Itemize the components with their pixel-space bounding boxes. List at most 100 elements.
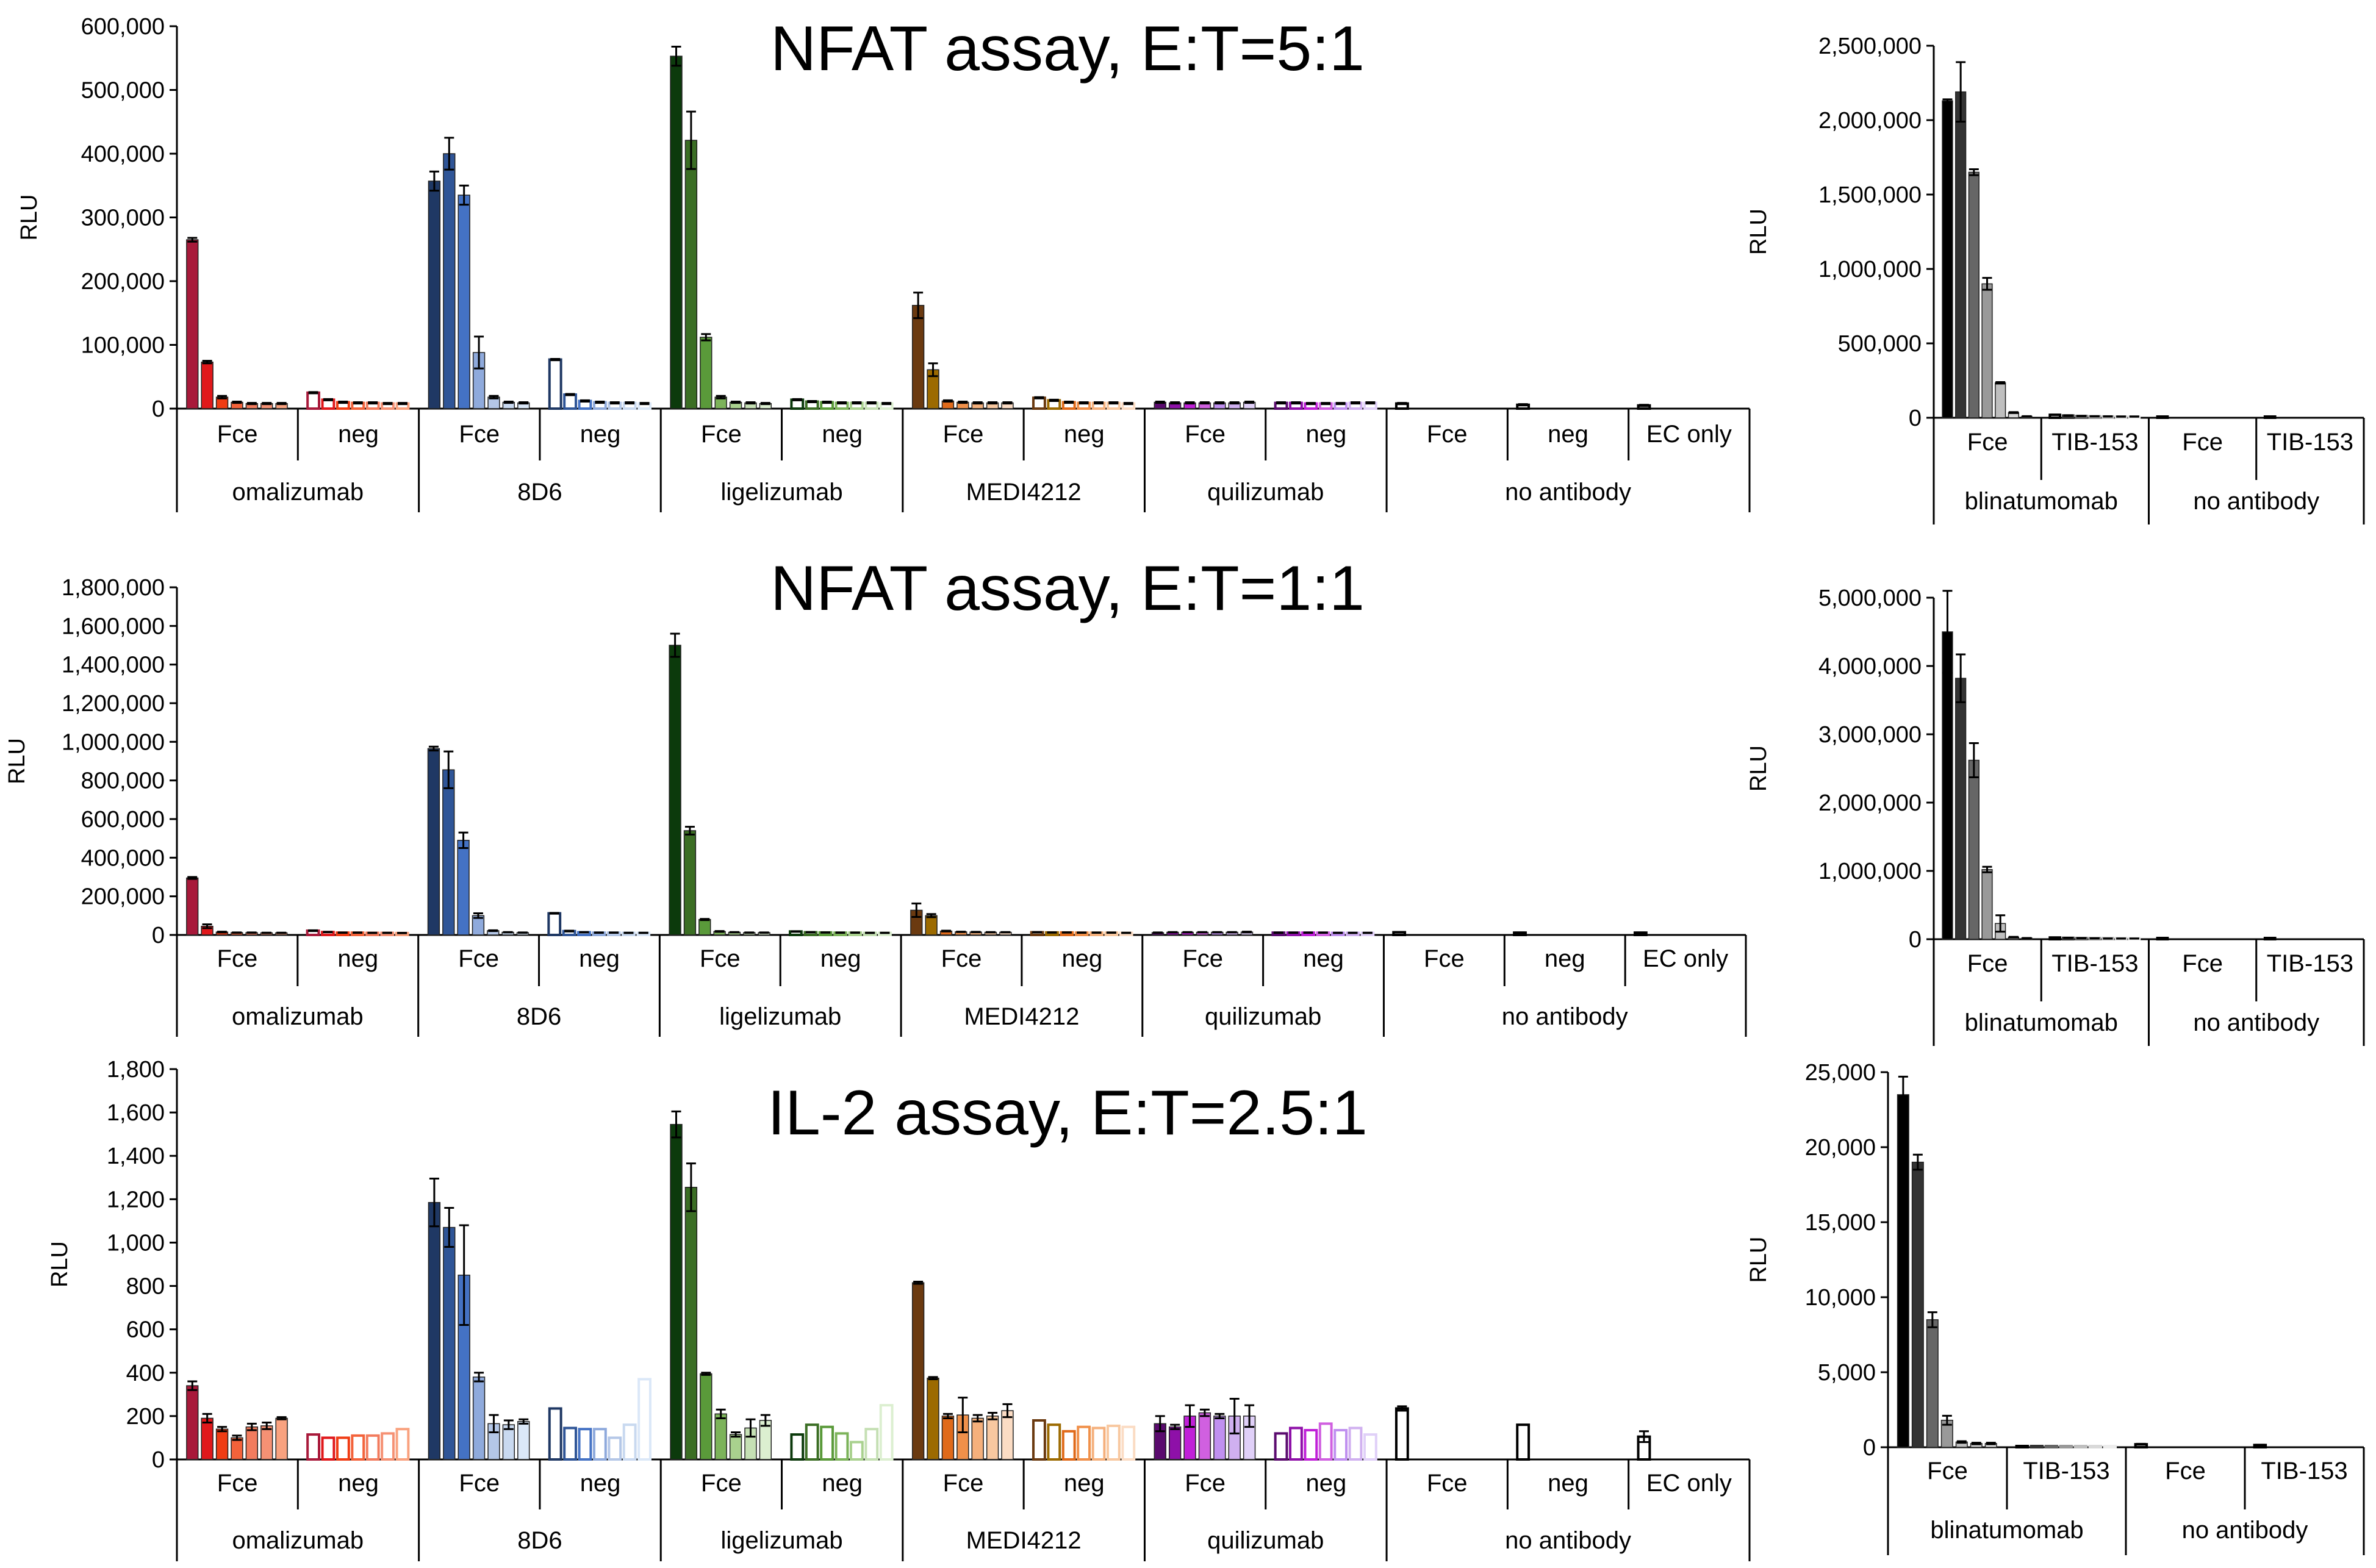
group-cell-label: Fce <box>1185 421 1226 448</box>
group-cell-label: Fce <box>458 945 499 972</box>
group-cell-label: Fce <box>943 1470 984 1497</box>
main-chart: 0 200 400 600 800 1,000 1,200 1,400 1,600 1,800 RL… <box>47 1057 1751 1561</box>
bar <box>563 1427 578 1461</box>
y-axis-label: RLU <box>1746 1236 1771 1283</box>
bar <box>1981 283 1993 418</box>
group-cell-label: TIB-153 <box>2267 429 2353 456</box>
group-cell-label: Fce <box>1927 1458 1968 1484</box>
bar <box>1304 1429 1318 1461</box>
y-tick-label: 100,000 <box>81 333 165 359</box>
y-tick-label: 500,000 <box>1838 331 1922 357</box>
y-tick-label: 1,600 <box>107 1100 165 1126</box>
row-nfat-1-1: NFAT assay, E:T=1:1 0 200,000 400,000 600,0… <box>4 553 2365 1046</box>
bar <box>2059 1445 2073 1448</box>
bar <box>1968 171 1979 418</box>
y-tick-label: 2,000,000 <box>1818 108 1922 134</box>
bar <box>428 1201 441 1460</box>
bar <box>1077 1425 1091 1461</box>
bar <box>925 915 938 936</box>
bar <box>1213 1416 1226 1460</box>
antibody-label: 8D6 <box>517 479 562 506</box>
bar <box>548 1407 562 1461</box>
bar <box>1106 1424 1121 1461</box>
group-cell-label: TIB-153 <box>2051 429 2138 456</box>
group-cell-label: neg <box>579 945 620 972</box>
bar <box>1955 678 1967 940</box>
group-cell-label: Fce <box>217 421 258 448</box>
bar <box>1061 1430 1076 1461</box>
bar <box>1289 1427 1303 1461</box>
group-cell-label: neg <box>1548 1470 1588 1497</box>
bar <box>879 1404 894 1461</box>
bar <box>1516 1423 1531 1461</box>
bar <box>1333 1429 1348 1461</box>
y-tick-label: 800,000 <box>81 768 165 794</box>
bar <box>1318 1422 1333 1461</box>
bar <box>670 1123 683 1460</box>
y-tick-label: 200,000 <box>81 269 165 295</box>
y-tick-label: 0 <box>1909 927 1922 953</box>
bar <box>683 830 697 936</box>
y-tick-label: 15,000 <box>1805 1210 1876 1236</box>
group-cell-label: neg <box>337 945 378 972</box>
y-tick-label: 1,800,000 <box>62 575 165 601</box>
group-cell-label: Fce <box>459 1470 500 1497</box>
y-tick-label: 10,000 <box>1805 1285 1876 1311</box>
y-tick-label: 5,000,000 <box>1818 585 1922 611</box>
group-cell-label: Fce <box>1424 945 1465 972</box>
antibody-label: omalizumab <box>232 1003 364 1030</box>
bar <box>1363 1433 1377 1461</box>
bar <box>700 1373 712 1460</box>
group-cell-label: neg <box>1548 421 1588 448</box>
group-cell-label: neg <box>1064 1470 1105 1497</box>
antibody-label: ligelizumab <box>720 1527 842 1554</box>
group-cell-label: EC only <box>1643 945 1728 972</box>
bar <box>2088 1445 2103 1448</box>
y-tick-label: 1,000,000 <box>1818 257 1922 282</box>
chart-title: NFAT assay, E:T=1:1 <box>770 553 1365 624</box>
antibody-label: no antibody <box>2193 1009 2319 1036</box>
bar <box>971 1417 984 1460</box>
group-cell-label: neg <box>820 945 861 972</box>
group-cell-label: neg <box>822 421 863 448</box>
control-chart: 0 5,000 10,000 15,000 20,000 25,000 RLU Fce TIB-… <box>1746 1060 2365 1555</box>
bar <box>834 1432 849 1461</box>
group-cell-label: neg <box>1064 421 1105 448</box>
group-cell-label: neg <box>580 421 621 448</box>
group-cell-label: Fce <box>459 421 500 448</box>
antibody-label: no antibody <box>1502 1003 1628 1030</box>
y-tick-label: 25,000 <box>1805 1060 1876 1086</box>
antibody-label: ligelizumab <box>719 1003 841 1030</box>
bar <box>275 1417 288 1460</box>
bar <box>428 181 441 409</box>
chart-title: NFAT assay, E:T=5:1 <box>770 13 1365 84</box>
bar <box>670 55 683 409</box>
y-tick-label: 0 <box>1909 406 1922 431</box>
bar <box>215 1428 229 1460</box>
y-axis-label: RLU <box>1746 745 1771 792</box>
bar <box>1047 1423 1061 1461</box>
bar <box>442 769 455 936</box>
bar <box>1955 91 1967 418</box>
group-cell-label: Fce <box>1967 950 2008 977</box>
antibody-label: quilizumab <box>1207 1527 1324 1554</box>
bar <box>1942 631 1953 940</box>
group-cell-label: neg <box>822 1470 863 1497</box>
y-tick-label: 1,000 <box>107 1230 165 1256</box>
bar <box>457 840 470 936</box>
bar <box>2015 1445 2030 1448</box>
bar <box>427 748 440 936</box>
group-cell-label: neg <box>338 421 379 448</box>
bar <box>260 1425 273 1460</box>
bar <box>684 1187 698 1460</box>
group-cell-label: Fce <box>217 1470 258 1497</box>
antibody-label: ligelizumab <box>720 479 842 506</box>
main-chart: 0 100,000 200,000 300,000 400,000 500,000 600,… <box>16 14 1751 512</box>
y-tick-label: 0 <box>152 1447 165 1473</box>
y-tick-label: 0 <box>152 923 165 948</box>
antibody-label: no antibody <box>1505 479 1631 506</box>
y-tick-label: 1,200 <box>107 1187 165 1212</box>
y-tick-label: 600 <box>126 1317 165 1343</box>
group-cell-label: Fce <box>2182 950 2223 977</box>
y-axis-label: RLU <box>47 1241 73 1287</box>
